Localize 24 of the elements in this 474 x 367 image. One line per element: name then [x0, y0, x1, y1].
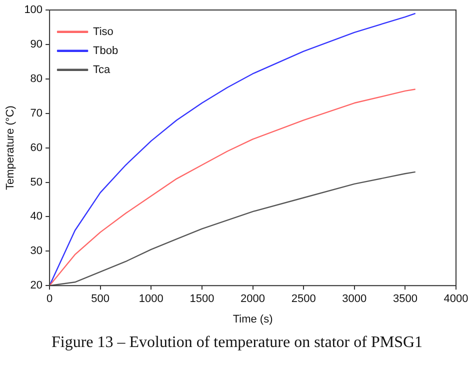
- y-tick-label: 100: [24, 4, 43, 16]
- legend-label: Tbob: [93, 44, 118, 57]
- x-tick-label: 2500: [291, 293, 316, 306]
- y-tick-label: 80: [30, 72, 43, 85]
- x-tick-label: 1000: [138, 293, 164, 306]
- x-tick-label: 500: [91, 293, 110, 306]
- y-tick-label: 20: [30, 280, 43, 292]
- y-tick-label: 70: [30, 107, 43, 120]
- y-tick-label: 50: [30, 176, 43, 188]
- x-axis-title: Time (s): [232, 313, 273, 326]
- y-tick-label: 40: [30, 210, 43, 223]
- y-tick-label: 30: [30, 245, 43, 258]
- x-tick-label: 2000: [240, 293, 266, 306]
- x-tick-label: 4000: [444, 293, 468, 306]
- y-axis-title: Temperature (°C): [4, 106, 17, 190]
- x-tick-label: 3000: [342, 293, 367, 306]
- y-tick-label: 60: [30, 142, 43, 154]
- x-tick-label: 1500: [190, 293, 214, 306]
- caption: Figure 13 – Evolution of temperature on stator of PMSG1: [50, 334, 424, 352]
- y-tick-label: 90: [30, 38, 43, 50]
- legend-label: Tiso: [93, 26, 114, 38]
- x-tick-label: 0: [46, 293, 53, 306]
- x-tick-label: 3500: [392, 293, 418, 306]
- legend-label: Tca: [93, 64, 112, 76]
